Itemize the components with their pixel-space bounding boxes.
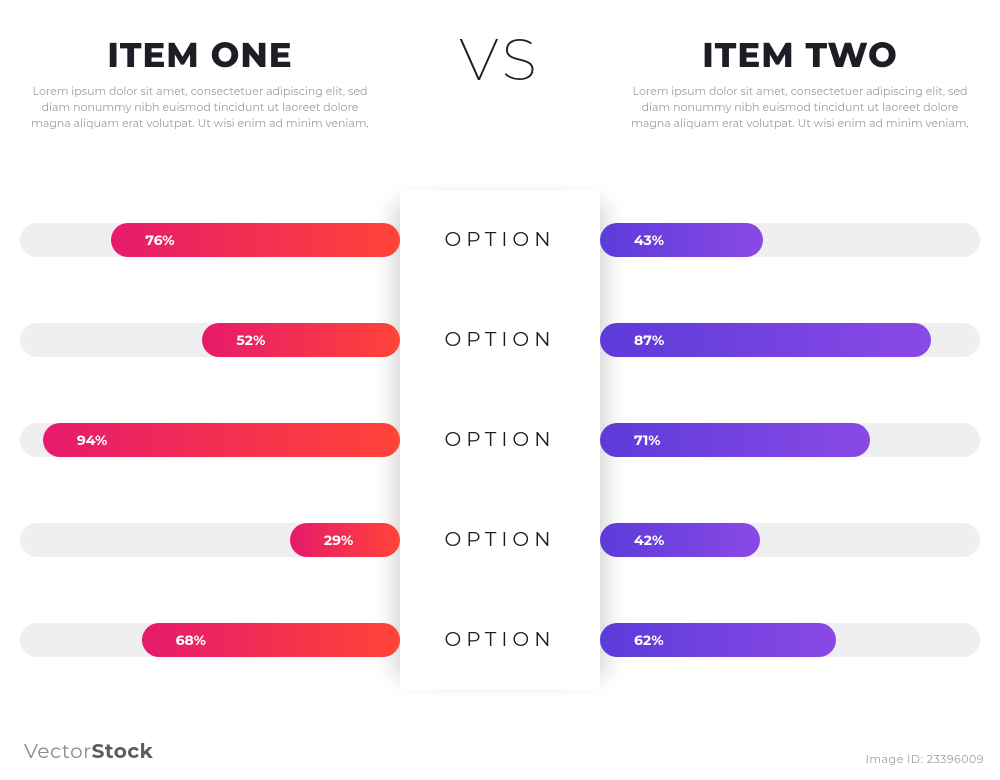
bar-fill: 94%	[43, 423, 400, 457]
left-bar-row: 76%	[0, 190, 400, 290]
bar-value: 43%	[634, 231, 664, 249]
right-title: ITEM TWO	[610, 34, 990, 76]
bar-value: 71%	[634, 431, 661, 449]
bar-track: 42%	[600, 523, 980, 557]
option-row: OPTION	[400, 190, 600, 290]
bar-value: 42%	[634, 531, 664, 549]
right-bar-row: 87%	[600, 290, 1000, 390]
bar-value: 76%	[145, 231, 174, 249]
watermark-id: Image ID: 23396009	[866, 752, 984, 766]
left-title: ITEM ONE	[10, 34, 390, 76]
option-row: OPTION	[400, 390, 600, 490]
bar-fill: 71%	[600, 423, 870, 457]
right-bar-row: 43%	[600, 190, 1000, 290]
option-label: OPTION	[445, 528, 556, 552]
bar-track: 68%	[20, 623, 400, 657]
option-label: OPTION	[445, 228, 556, 252]
left-bar-row: 94%	[0, 390, 400, 490]
bar-track: 76%	[20, 223, 400, 257]
bar-track: 71%	[600, 423, 980, 457]
bar-track: 94%	[20, 423, 400, 457]
bar-fill: 76%	[111, 223, 400, 257]
watermark-logo-bold: Stock	[92, 740, 154, 764]
option-label: OPTION	[445, 428, 556, 452]
right-column: ITEM TWO Lorem ipsum dolor sit amet, con…	[600, 0, 1000, 780]
bar-fill: 29%	[290, 523, 400, 557]
left-header: ITEM ONE Lorem ipsum dolor sit amet, con…	[0, 0, 400, 190]
bar-value: 29%	[324, 531, 353, 549]
left-bar-row: 52%	[0, 290, 400, 390]
option-label: OPTION	[445, 328, 556, 352]
bar-fill: 68%	[142, 623, 400, 657]
bar-value: 94%	[77, 431, 107, 449]
bar-fill: 42%	[600, 523, 760, 557]
option-row: OPTION	[400, 590, 600, 690]
comparison-infographic: ITEM ONE Lorem ipsum dolor sit amet, con…	[0, 0, 1000, 780]
bar-track: 43%	[600, 223, 980, 257]
bar-track: 62%	[600, 623, 980, 657]
left-bar-row: 29%	[0, 490, 400, 590]
bar-value: 62%	[634, 631, 664, 649]
option-row: OPTION	[400, 290, 600, 390]
center-column: VS OPTION OPTION OPTION OPTION OPTION	[400, 0, 600, 780]
bar-track: 87%	[600, 323, 980, 357]
right-bar-row: 42%	[600, 490, 1000, 590]
right-header: ITEM TWO Lorem ipsum dolor sit amet, con…	[600, 0, 1000, 190]
bar-value: 87%	[634, 331, 664, 349]
bar-value: 52%	[236, 331, 265, 349]
bar-fill: 52%	[202, 323, 400, 357]
left-bar-row: 68%	[0, 590, 400, 690]
watermark-logo: VectorStock	[24, 740, 153, 764]
option-label: OPTION	[445, 628, 556, 652]
left-desc: Lorem ipsum dolor sit amet, consectetuer…	[30, 84, 370, 132]
bar-track: 52%	[20, 323, 400, 357]
right-bar-row: 62%	[600, 590, 1000, 690]
vs-label: VS	[459, 0, 540, 190]
bar-fill: 62%	[600, 623, 836, 657]
bar-fill: 87%	[600, 323, 931, 357]
left-column: ITEM ONE Lorem ipsum dolor sit amet, con…	[0, 0, 400, 780]
bar-fill: 43%	[600, 223, 763, 257]
watermark-logo-light: Vector	[24, 740, 92, 764]
right-bar-row: 71%	[600, 390, 1000, 490]
bar-value: 68%	[176, 631, 206, 649]
option-row: OPTION	[400, 490, 600, 590]
right-desc: Lorem ipsum dolor sit amet, consectetuer…	[630, 84, 970, 132]
bar-track: 29%	[20, 523, 400, 557]
